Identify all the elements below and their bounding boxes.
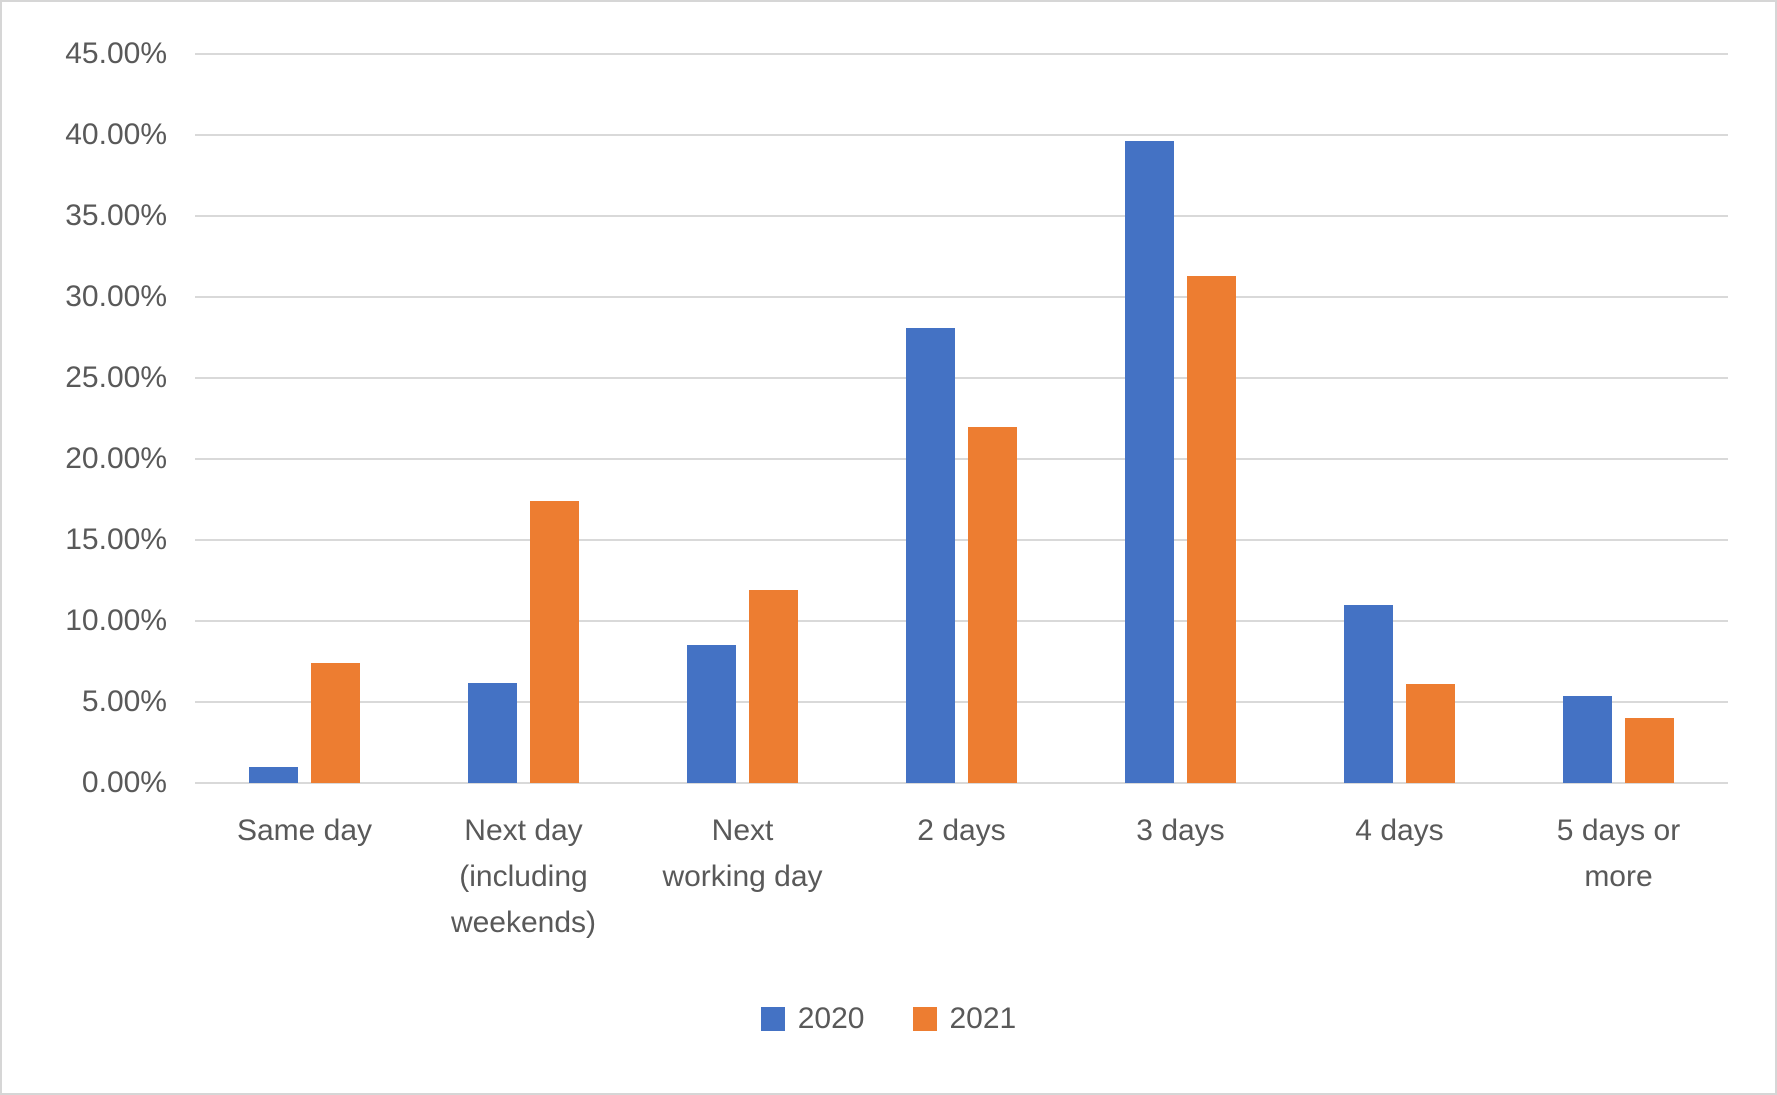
bar-2021-4-days — [1406, 684, 1455, 783]
x-category-label: Next working day — [662, 814, 823, 893]
bar-2020-same-day — [249, 767, 298, 783]
legend-label-2021: 2021 — [949, 1002, 1017, 1035]
x-category-label: Same day — [236, 814, 373, 847]
y-tick-label: 30.00% — [65, 280, 167, 313]
gridline — [195, 539, 1728, 541]
gridline — [195, 377, 1728, 379]
legend: 2020 2021 — [2, 1004, 1775, 1034]
gridline — [195, 296, 1728, 298]
y-tick-label: 0.00% — [81, 766, 167, 799]
bar-2020-3-days — [1125, 141, 1174, 783]
gridline — [195, 53, 1728, 55]
x-category-label: 3 days — [1136, 814, 1225, 847]
gridline — [195, 458, 1728, 460]
y-tick-label: 40.00% — [65, 118, 167, 151]
y-tick-label: 20.00% — [65, 442, 167, 475]
legend-item-2020: 2020 — [760, 1002, 865, 1035]
bar-2020-next-working-day — [687, 645, 736, 783]
bar-2021-next-day-including-weekends — [530, 501, 579, 783]
bar-2020-2-days — [906, 328, 955, 783]
bar-2020-5-days-or-more — [1563, 696, 1612, 783]
gridline — [195, 620, 1728, 622]
bar-2021-2-days — [968, 427, 1017, 783]
legend-swatch-2021 — [912, 1007, 937, 1031]
legend-label-2020: 2020 — [797, 1002, 865, 1035]
bar-2021-5-days-or-more — [1625, 718, 1674, 783]
x-category-label: 2 days — [917, 814, 1006, 847]
bar-2021-same-day — [311, 663, 360, 783]
legend-item-2021: 2021 — [912, 1002, 1017, 1035]
x-category-label: 5 days or more — [1556, 814, 1681, 893]
y-tick-label: 45.00% — [65, 37, 167, 70]
y-tick-label: 25.00% — [65, 361, 167, 394]
x-category-label: Next day (including weekends) — [450, 814, 597, 939]
gridline — [195, 134, 1728, 136]
y-tick-label: 5.00% — [81, 685, 167, 718]
y-tick-label: 15.00% — [65, 523, 167, 556]
bar-2020-4-days — [1344, 605, 1393, 783]
y-tick-label: 10.00% — [65, 604, 167, 637]
bar-2020-next-day-including-weekends — [468, 683, 517, 783]
y-tick-label: 35.00% — [65, 199, 167, 232]
bar-2021-next-working-day — [749, 590, 798, 783]
legend-swatch-2020 — [760, 1007, 785, 1031]
gridline — [195, 782, 1728, 784]
gridline — [195, 701, 1728, 703]
x-category-label: 4 days — [1355, 814, 1444, 847]
plot-area — [195, 53, 1728, 784]
bar-2021-3-days — [1187, 276, 1236, 783]
gridline — [195, 215, 1728, 217]
